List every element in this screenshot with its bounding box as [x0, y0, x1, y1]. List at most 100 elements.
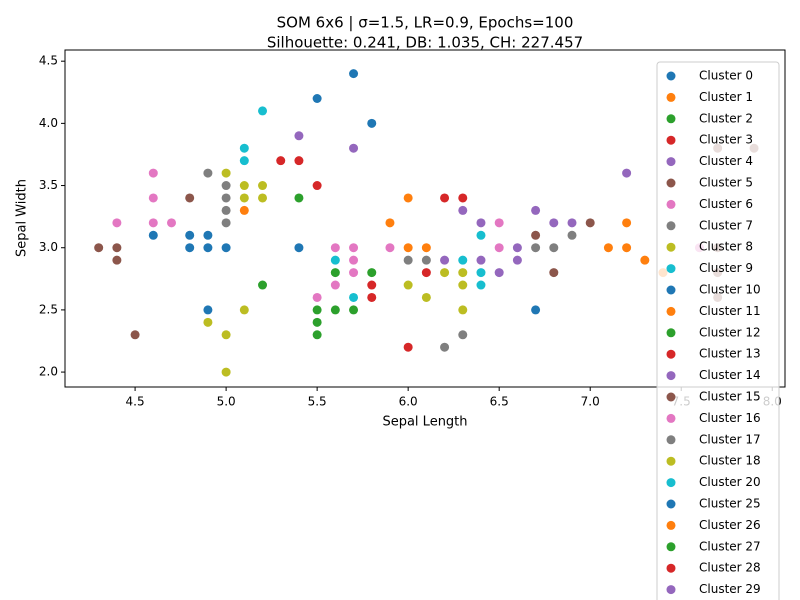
- point: [603, 243, 613, 253]
- x-tick-label: 4.5: [126, 395, 145, 409]
- legend-label: Cluster 7: [699, 218, 753, 232]
- point: [567, 218, 577, 228]
- point: [458, 280, 468, 290]
- legend-label: Cluster 20: [699, 475, 761, 489]
- point: [349, 143, 359, 153]
- point: [367, 280, 377, 290]
- point: [531, 230, 541, 240]
- point: [585, 218, 595, 228]
- x-tick-label: 5.5: [308, 395, 327, 409]
- point: [312, 330, 322, 340]
- point: [203, 230, 213, 240]
- point: [367, 118, 377, 128]
- point: [239, 156, 249, 166]
- x-axis-label: Sepal Length: [382, 415, 467, 430]
- point: [349, 243, 359, 253]
- legend-marker: [666, 221, 676, 231]
- point: [458, 330, 468, 340]
- legend-label: Cluster 3: [699, 133, 753, 147]
- point: [349, 255, 359, 265]
- point: [476, 255, 486, 265]
- legend-marker: [666, 563, 676, 573]
- legend-marker: [666, 92, 676, 102]
- point: [148, 218, 158, 228]
- point: [458, 268, 468, 278]
- legend-marker: [666, 135, 676, 145]
- point: [258, 181, 268, 191]
- point: [239, 143, 249, 153]
- point: [458, 305, 468, 315]
- point: [330, 268, 340, 278]
- legend-label: Cluster 0: [699, 69, 753, 83]
- point: [258, 193, 268, 203]
- legend-marker: [666, 71, 676, 81]
- legend-marker: [666, 285, 676, 295]
- point: [294, 156, 304, 166]
- legend-label: Cluster 16: [699, 411, 761, 425]
- x-tick-label: 7.0: [581, 395, 600, 409]
- point: [112, 255, 122, 265]
- point: [531, 243, 541, 253]
- legend-label: Cluster 14: [699, 368, 761, 382]
- legend-marker: [666, 499, 676, 509]
- legend-label: Cluster 18: [699, 454, 761, 468]
- legend-label: Cluster 12: [699, 325, 761, 339]
- chart-subtitle: Silhouette: 0.241, DB: 1.035, CH: 227.45…: [267, 34, 583, 52]
- point: [421, 243, 431, 253]
- legend-box: [656, 61, 780, 600]
- point: [385, 243, 395, 253]
- legend-label: Cluster 11: [699, 304, 761, 318]
- point: [221, 218, 231, 228]
- legend-label: Cluster 15: [699, 390, 761, 404]
- legend-label: Cluster 2: [699, 111, 753, 125]
- point: [403, 243, 413, 253]
- legend-marker: [666, 585, 676, 595]
- legend-marker: [666, 371, 676, 381]
- point: [440, 268, 450, 278]
- point: [221, 330, 231, 340]
- point: [312, 93, 322, 103]
- point: [421, 292, 431, 302]
- legend-marker: [666, 542, 676, 552]
- point: [239, 181, 249, 191]
- legend-marker: [666, 478, 676, 488]
- point: [203, 243, 213, 253]
- point: [349, 292, 359, 302]
- point: [403, 255, 413, 265]
- point: [130, 330, 140, 340]
- point: [185, 230, 195, 240]
- point: [203, 317, 213, 327]
- legend-label: Cluster 5: [699, 176, 753, 190]
- legend-marker: [666, 456, 676, 466]
- legend-marker: [666, 435, 676, 445]
- legend-marker: [666, 392, 676, 402]
- point: [294, 193, 304, 203]
- legend-label: Cluster 4: [699, 154, 753, 168]
- point: [166, 218, 176, 228]
- point: [330, 243, 340, 253]
- point: [494, 268, 504, 278]
- point: [330, 305, 340, 315]
- point: [512, 255, 522, 265]
- y-tick-label: 4.5: [39, 54, 58, 68]
- point: [403, 193, 413, 203]
- point: [312, 292, 322, 302]
- point: [549, 243, 559, 253]
- point: [458, 193, 468, 203]
- legend-label: Cluster 17: [699, 432, 761, 446]
- point: [221, 205, 231, 215]
- point: [512, 243, 522, 253]
- legend-label: Cluster 1: [699, 90, 753, 104]
- point: [385, 218, 395, 228]
- legend-label: Cluster 25: [699, 497, 761, 511]
- point: [349, 69, 359, 79]
- legend-marker: [666, 264, 676, 274]
- point: [640, 255, 650, 265]
- point: [312, 317, 322, 327]
- y-tick-label: 3.5: [39, 178, 58, 192]
- point: [367, 268, 377, 278]
- point: [622, 168, 632, 178]
- point: [403, 280, 413, 290]
- legend-label: Cluster 26: [699, 518, 761, 532]
- legend-marker: [666, 413, 676, 423]
